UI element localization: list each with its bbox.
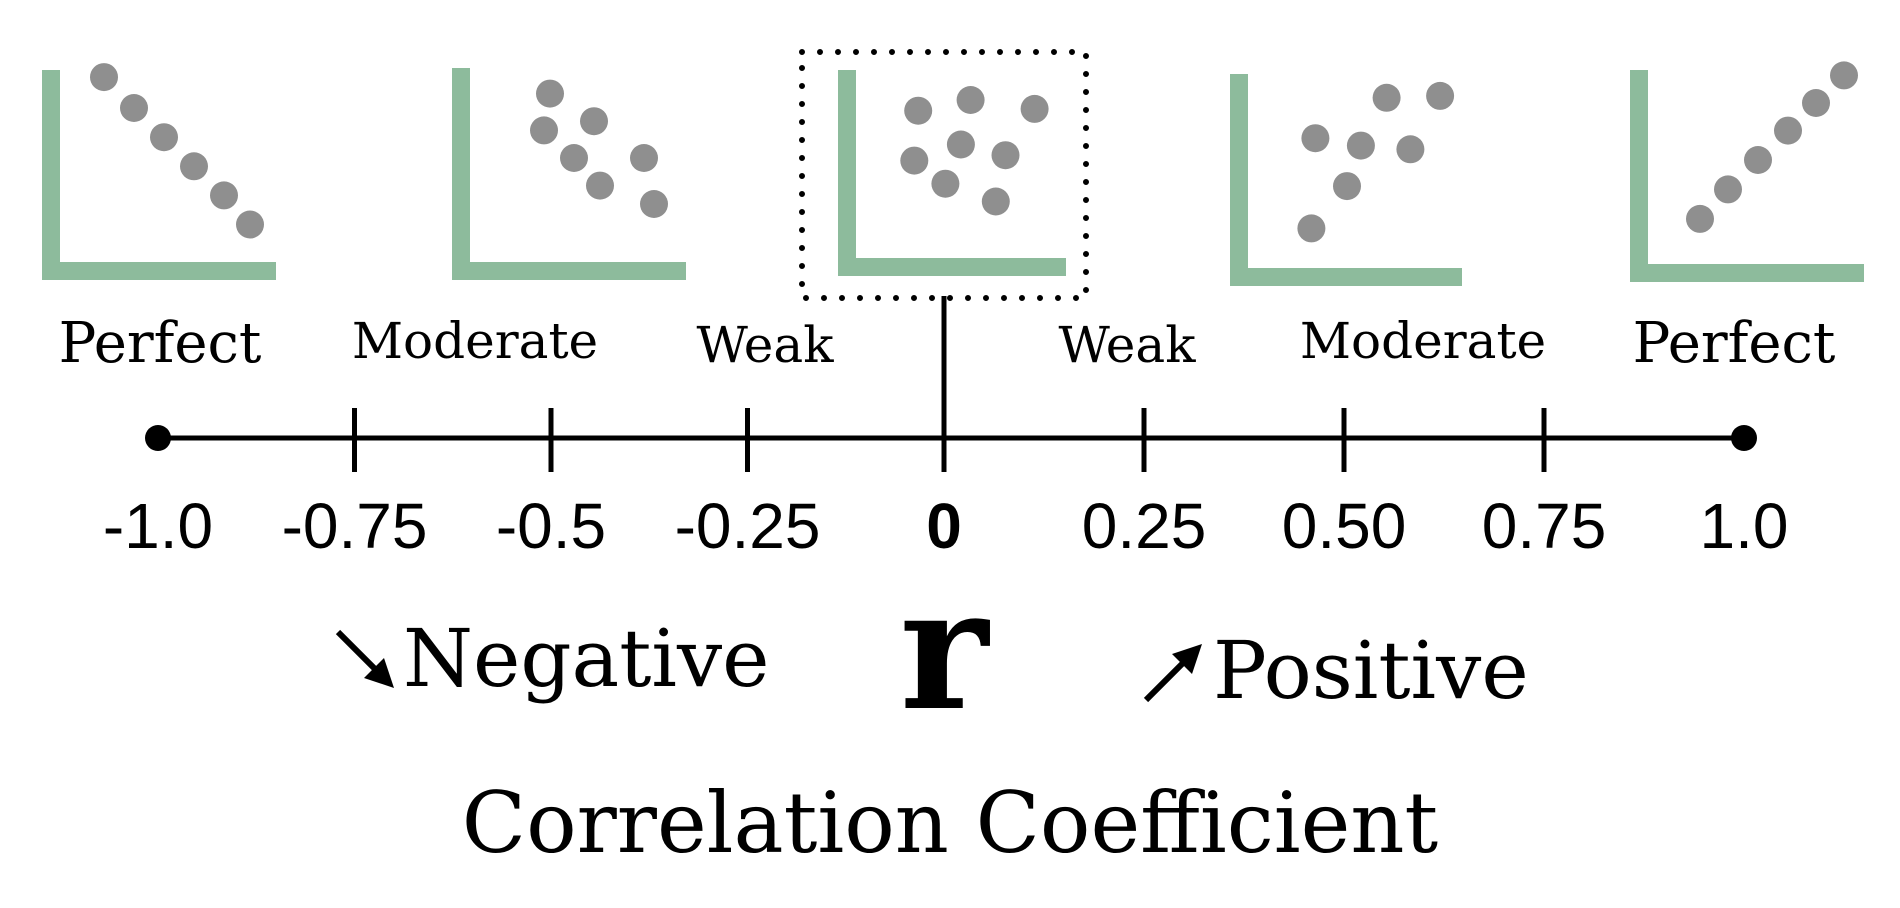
label-weak-positive: Weak: [1058, 316, 1196, 374]
tick-label: -0.25: [675, 490, 821, 562]
panel-y-axis: [838, 70, 856, 276]
positive-label: Positive: [1213, 624, 1529, 717]
scatter-panels: [42, 61, 1864, 286]
scatter-point: [1714, 175, 1742, 204]
label-weak-negative: Weak: [696, 316, 834, 374]
diagram-title: Correlation Coefficient: [462, 774, 1439, 872]
scatter-point: [530, 116, 558, 145]
zero-highlight-box: [799, 49, 1089, 301]
scatter-point: [900, 146, 929, 175]
scale-tick-labels: -1.0 -0.75 -0.5 -0.25 0 0.25 0.50 0.75 1.0: [103, 490, 1789, 562]
scatter-point: [210, 181, 238, 210]
scatter-point: [1802, 89, 1830, 117]
scatter-panel-moderate-negative: [452, 68, 686, 280]
label-moderate-positive: Moderate: [1300, 312, 1546, 370]
tick-label: 0.50: [1282, 490, 1407, 562]
tick-label: 0.75: [1482, 490, 1607, 562]
scatter-point: [1020, 94, 1049, 123]
scatter-point: [586, 171, 614, 200]
r-symbol: r: [900, 550, 991, 748]
panel-x-axis: [1630, 264, 1864, 282]
scatter-point: [991, 141, 1020, 170]
scatter-point: [1830, 61, 1858, 90]
label-perfect-positive: Perfect: [1633, 311, 1836, 376]
scatter-point: [1297, 214, 1326, 243]
positive-arrow-icon: [1143, 644, 1202, 703]
scatter-point: [1396, 135, 1425, 164]
scatter-point: [1346, 131, 1375, 160]
scatter-point: [931, 169, 960, 198]
panel-y-axis: [1630, 70, 1648, 282]
panel-y-axis: [42, 70, 60, 280]
panel-y-axis: [452, 68, 470, 280]
scatter-point: [580, 107, 608, 136]
scatter-point: [904, 96, 933, 125]
panel-x-axis: [1230, 268, 1462, 286]
scatter-point: [946, 130, 975, 159]
tick-label: -1.0: [103, 490, 213, 562]
tick-label: -0.75: [282, 490, 428, 562]
label-moderate-negative: Moderate: [352, 312, 598, 370]
scatter-point: [640, 190, 668, 218]
scatter-point: [1744, 146, 1772, 174]
scatter-point: [236, 210, 264, 239]
scatter-point: [1686, 204, 1714, 233]
scatter-point: [1301, 124, 1330, 153]
scatter-panel-perfect-positive: [1630, 61, 1864, 282]
tick-label: 0: [926, 490, 962, 562]
tick-label: 0.25: [1082, 490, 1207, 562]
scatter-point: [1426, 81, 1455, 110]
panel-y-axis: [1230, 74, 1248, 286]
scatter-point: [981, 187, 1010, 216]
negative-label: Negative: [403, 612, 770, 705]
scatter-point: [1774, 116, 1802, 145]
scatter-point: [560, 144, 588, 172]
scatter-point: [180, 152, 208, 181]
tick-label: 1.0: [1700, 490, 1789, 562]
endpoint-right: [1731, 425, 1757, 451]
scatter-point: [1372, 83, 1401, 112]
label-perfect-negative: Perfect: [59, 311, 262, 376]
panel-x-axis: [838, 258, 1066, 276]
endpoint-left: [145, 425, 171, 451]
tick-label: -0.5: [496, 490, 606, 562]
scatter-panel-perfect-negative: [42, 63, 276, 280]
scatter-point: [90, 63, 118, 92]
scatter-point: [120, 94, 148, 122]
panel-x-axis: [42, 262, 276, 280]
scatter-panel-weak-zero: [838, 70, 1066, 276]
negative-arrow-icon: [335, 629, 394, 688]
scatter-point: [630, 144, 658, 172]
scatter-point: [956, 86, 985, 114]
scatter-point: [536, 79, 564, 108]
scatter-panel-moderate-positive: [1230, 74, 1462, 286]
scale-ticks: [352, 408, 1547, 472]
panel-x-axis: [452, 262, 686, 280]
scatter-point: [1333, 172, 1361, 201]
scatter-point: [150, 123, 178, 152]
